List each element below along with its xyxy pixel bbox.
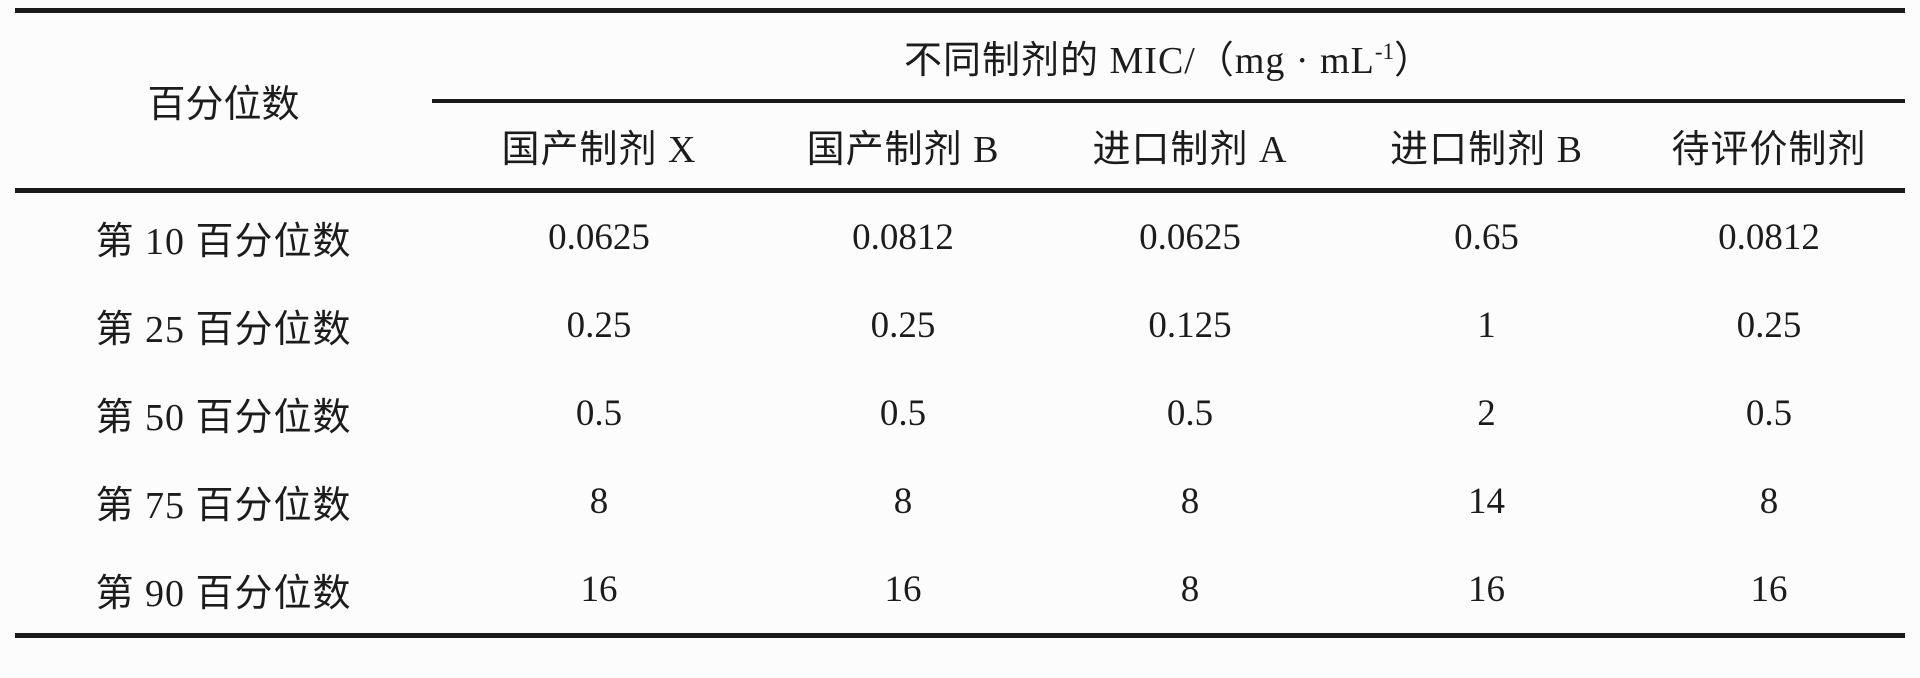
column-header-row: 国产制剂 X 国产制剂 B 进口制剂 A 进口制剂 B 待评价制剂: [15, 101, 1906, 193]
group-header: 不同制剂的 MIC/（mg · mL-1）: [432, 8, 1906, 103]
table-row-p25: 第 25 百分位数 0.25 0.25 0.125 1 0.25: [15, 281, 1905, 369]
cell-value: 0.0625: [548, 216, 650, 258]
row-label: 第 10 百分位数: [95, 220, 352, 263]
group-header-unit-prefix: 不同制剂的 MIC/（mg · mL: [904, 39, 1375, 82]
cell-value: 0.5: [575, 392, 623, 434]
cell-value: 0.25: [566, 304, 632, 346]
group-header-unit-superscript: -1: [1374, 38, 1394, 64]
cell-value: 0.0812: [1718, 216, 1820, 258]
cell-value: 0.125: [1148, 304, 1232, 346]
cell-value: 16: [766, 545, 1040, 638]
cell-value: 8: [589, 480, 609, 522]
cell-value: 16: [1633, 545, 1906, 638]
scanned-table-page: 百分位数 不同制剂的 MIC/（mg · mL-1） 国产制剂 X 国产制剂 B…: [0, 8, 1920, 678]
cell-value: 8: [893, 480, 913, 522]
cell-value: 8: [1180, 480, 1200, 522]
row-label: 第 50 百分位数: [95, 396, 352, 439]
cell-value: 0.25: [1736, 304, 1802, 346]
row-label: 第 90 百分位数: [15, 545, 432, 638]
cell-value: 8: [1040, 545, 1340, 638]
column-header-imported-a: 进口制剂 A: [1040, 101, 1340, 193]
group-header-unit-suffix: ）: [1394, 39, 1434, 82]
cell-value: 0.25: [870, 304, 936, 346]
cell-value: 8: [1759, 480, 1779, 522]
row-label: 第 25 百分位数: [95, 308, 352, 351]
table-row-p75: 第 75 百分位数 8 8 8 14 8: [15, 457, 1905, 545]
table-row-p50: 第 50 百分位数 0.5 0.5 0.5 2 0.5: [15, 369, 1905, 457]
cell-value: 0.0812: [852, 216, 954, 258]
column-header-imported-b: 进口制剂 B: [1340, 101, 1633, 193]
cell-value: 0.65: [1454, 216, 1519, 258]
column-header-to-evaluate: 待评价制剂: [1633, 101, 1906, 193]
cell-value: 16: [1340, 545, 1633, 638]
percentile-column-header: 百分位数: [15, 8, 432, 193]
cell-value: 0.0625: [1139, 216, 1241, 258]
cell-value: 16: [432, 545, 766, 638]
table-row-p90: 第 90 百分位数 16 16 8 16 16: [15, 545, 1906, 638]
group-header-row: 百分位数 不同制剂的 MIC/（mg · mL-1）: [15, 8, 1906, 193]
cell-value: 0.5: [879, 392, 927, 434]
cell-value: 0.5: [1166, 392, 1214, 434]
cell-value: 0.5: [1745, 392, 1793, 434]
mic-percentile-table: 百分位数 不同制剂的 MIC/（mg · mL-1） 国产制剂 X 国产制剂 B…: [15, 8, 1906, 638]
cell-value: 2: [1477, 392, 1496, 434]
column-header-domestic-b: 国产制剂 B: [766, 101, 1040, 193]
table-row-p10: 第 10 百分位数 0.0625 0.0812 0.0625 0.65 0.08…: [15, 191, 1905, 282]
column-header-domestic-x: 国产制剂 X: [432, 101, 766, 193]
cell-value: 1: [1477, 304, 1496, 346]
cell-value: 14: [1468, 480, 1505, 522]
row-label: 第 75 百分位数: [95, 484, 352, 527]
